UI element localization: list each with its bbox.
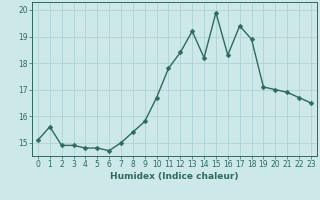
X-axis label: Humidex (Indice chaleur): Humidex (Indice chaleur) — [110, 172, 239, 181]
